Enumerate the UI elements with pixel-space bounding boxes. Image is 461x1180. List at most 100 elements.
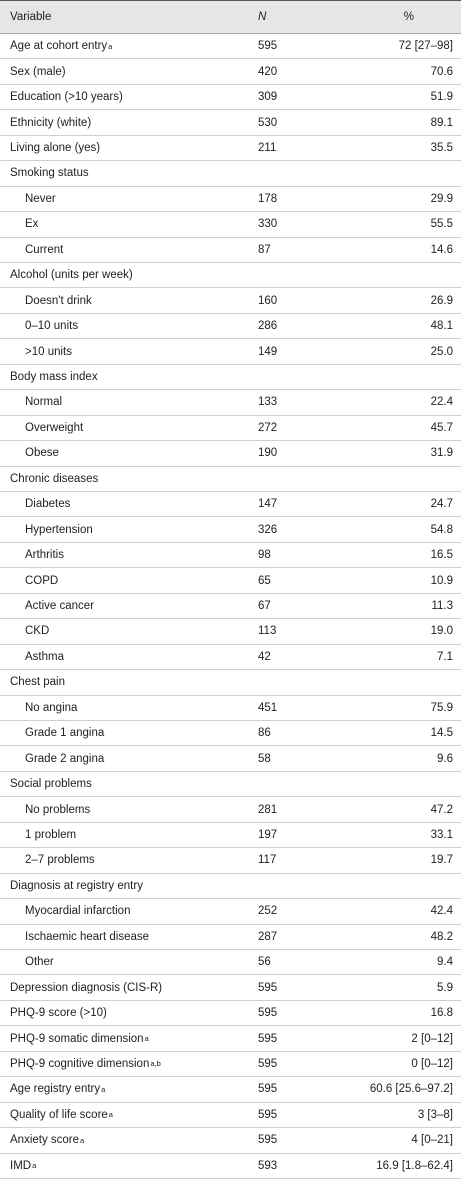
variable-label: Alcohol (units per week) xyxy=(10,269,133,282)
table-row: COPD 65 10.9 xyxy=(0,568,461,594)
variable-label: Other xyxy=(25,956,54,969)
percent-cell: 89.1 xyxy=(430,116,453,129)
variable-cell: Hypertension xyxy=(25,517,93,541)
table-row: Quality of life score a 595 3 [3–8] xyxy=(0,1103,461,1129)
variable-cell: CKD xyxy=(25,619,49,643)
variable-label: Normal xyxy=(25,396,63,409)
percent-cell: 16.5 xyxy=(430,549,453,562)
n-cell: 309 xyxy=(258,91,278,104)
variable-cell: Ex xyxy=(25,212,38,236)
variable-cell: Other xyxy=(25,950,54,974)
table-row: 0–10 units 286 48.1 xyxy=(0,314,461,340)
variable-label: 0–10 units xyxy=(25,320,79,333)
variable-cell: Overweight xyxy=(25,416,83,440)
variable-cell: Never xyxy=(25,187,56,211)
variable-cell: Anxiety score a xyxy=(10,1128,84,1152)
table-row: Age at cohort entry a 595 72 [27–98] xyxy=(0,34,461,60)
percent-cell: 51.9 xyxy=(430,91,453,104)
variable-cell: PHQ-9 cognitive dimension a,b xyxy=(10,1052,161,1076)
variable-cell: Myocardial infarction xyxy=(25,899,130,923)
percent-cell: 25.0 xyxy=(430,345,453,358)
n-cell: 133 xyxy=(258,396,278,409)
variable-cell: Grade 1 angina xyxy=(25,721,104,745)
variable-label: Quality of life score xyxy=(10,1108,108,1121)
n-cell: 87 xyxy=(258,243,271,256)
n-cell: 86 xyxy=(258,727,271,740)
variable-cell: Education (>10 years) xyxy=(10,85,123,109)
table-row: Age registry entry a 595 60.6 [25.6–97.2] xyxy=(0,1077,461,1103)
percent-cell: 2 [0–12] xyxy=(411,1032,453,1045)
n-cell: 149 xyxy=(258,345,278,358)
percent-cell: 60.6 [25.6–97.2] xyxy=(369,1083,453,1096)
table-row: Ethnicity (white) 530 89.1 xyxy=(0,110,461,136)
n-cell: 98 xyxy=(258,549,271,562)
table-row: Smoking status xyxy=(0,161,461,187)
n-cell: 147 xyxy=(258,498,278,511)
variable-label: Ex xyxy=(25,218,39,231)
percent-cell: 26.9 xyxy=(430,294,453,307)
n-cell: 178 xyxy=(258,192,278,205)
variable-cell: Smoking status xyxy=(10,161,89,185)
n-cell: 595 xyxy=(258,1083,278,1096)
n-cell: 451 xyxy=(258,701,278,714)
percent-cell: 9.4 xyxy=(437,956,453,969)
percent-cell: 22.4 xyxy=(430,396,453,409)
table-row: Sex (male) 420 70.6 xyxy=(0,59,461,85)
table-row: No angina 451 75.9 xyxy=(0,696,461,721)
variable-label: Age at cohort entry xyxy=(10,40,108,53)
percent-cell: 75.9 xyxy=(430,701,453,714)
n-cell: 65 xyxy=(258,574,271,587)
table-row: Chest pain xyxy=(0,670,461,696)
variable-label: Obese xyxy=(25,447,59,460)
table-row: Alcohol (units per week) xyxy=(0,263,461,289)
percent-cell: 47.2 xyxy=(430,803,453,816)
variable-cell: Alcohol (units per week) xyxy=(10,263,133,287)
percent-cell: 42.4 xyxy=(430,905,453,918)
variable-cell: >10 units xyxy=(25,339,72,363)
table-row: Doesn't drink 160 26.9 xyxy=(0,288,461,314)
n-cell: 160 xyxy=(258,294,278,307)
n-cell: 595 xyxy=(258,1057,278,1070)
variable-cell: Grade 2 angina xyxy=(25,746,104,770)
table-row: PHQ-9 cognitive dimension a,b 595 0 [0–12] xyxy=(0,1052,461,1078)
n-cell: 326 xyxy=(258,523,278,536)
percent-cell: 33.1 xyxy=(430,828,453,841)
footnote-mark: a xyxy=(32,1161,37,1171)
variable-label: Overweight xyxy=(25,421,84,434)
header-cell: N xyxy=(258,11,267,23)
table-row: 1 problem 197 33.1 xyxy=(0,823,461,849)
variable-cell: Ethnicity (white) xyxy=(10,110,91,134)
table-row: Overweight 272 45.7 xyxy=(0,416,461,442)
variable-label: Arthritis xyxy=(25,549,64,562)
n-cell: 287 xyxy=(258,930,278,943)
variable-label: Anxiety score xyxy=(10,1134,80,1147)
n-cell: 67 xyxy=(258,599,271,612)
variable-label: >10 units xyxy=(25,345,72,358)
variable-label: Body mass index xyxy=(10,370,98,383)
variable-cell: No problems xyxy=(25,797,90,821)
variable-label: Smoking status xyxy=(10,167,89,180)
table-row: Anxiety score a 595 4 [0–21] xyxy=(0,1128,461,1154)
percent-cell: 10.9 xyxy=(430,574,453,587)
variable-cell: Age registry entry a xyxy=(10,1077,105,1101)
table-row: Ex 330 55.5 xyxy=(0,212,461,238)
n-cell: 190 xyxy=(258,447,278,460)
variable-cell: PHQ-9 score (>10) xyxy=(10,1001,107,1025)
variable-label: PHQ-9 somatic dimension xyxy=(10,1032,144,1045)
percent-cell: 14.5 xyxy=(430,727,453,740)
percent-cell: 16.8 xyxy=(430,1007,453,1020)
variable-cell: PHQ-9 somatic dimension a xyxy=(10,1026,149,1050)
variable-label: Education (>10 years) xyxy=(10,91,123,104)
table-row: Ischaemic heart disease 287 48.2 xyxy=(0,925,461,950)
variable-label: Grade 1 angina xyxy=(25,727,105,740)
n-cell: 211 xyxy=(258,141,277,154)
percent-cell: 4 [0–21] xyxy=(411,1134,453,1147)
variable-cell: Current xyxy=(25,238,63,262)
variable-cell: Diagnosis at registry entry xyxy=(10,874,143,898)
variable-label: Active cancer xyxy=(25,599,95,612)
variable-label: Chronic diseases xyxy=(10,472,99,485)
variable-label: Myocardial infarction xyxy=(25,905,131,918)
variable-label: Diabetes xyxy=(25,498,71,511)
variable-label: Grade 2 angina xyxy=(25,752,105,765)
